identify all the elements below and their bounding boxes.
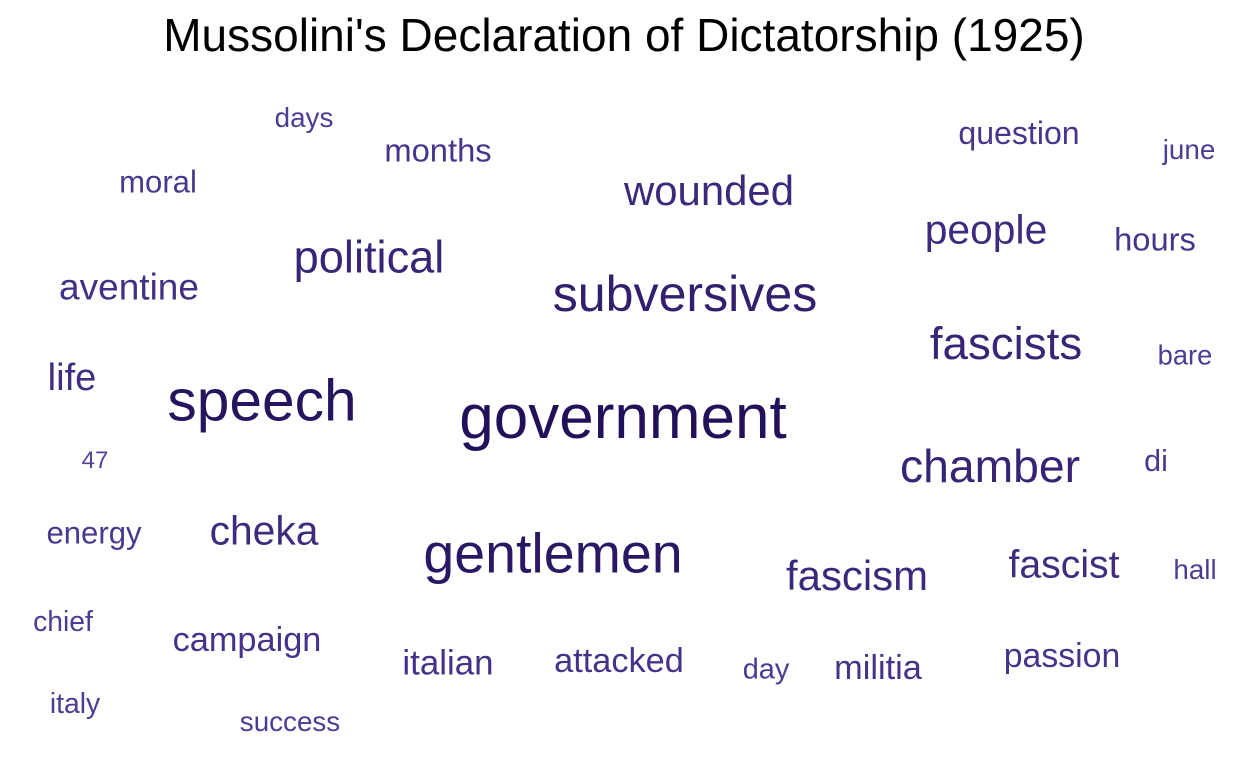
word-people: people — [924, 206, 1048, 253]
word-hall: hall — [1173, 554, 1217, 586]
word-gentlemen: gentlemen — [423, 522, 683, 585]
word-fascism: fascism — [786, 552, 928, 600]
word-italy: italy — [49, 686, 101, 719]
word-june: june — [1162, 134, 1216, 166]
word-political: political — [293, 231, 445, 283]
word-subversives: subversives — [552, 265, 818, 322]
word-life: life — [47, 356, 97, 399]
word-days: days — [274, 102, 334, 134]
word-italian: italian — [402, 643, 494, 683]
word-moral: moral — [119, 164, 197, 200]
word-energy: energy — [46, 515, 142, 551]
word-question: question — [958, 114, 1080, 151]
word-di: di — [1144, 443, 1168, 478]
word-success: success — [239, 706, 341, 738]
word-cheka: cheka — [209, 507, 319, 554]
word-hours: hours — [1114, 220, 1196, 258]
word-fascist: fascist — [1008, 543, 1120, 587]
word-bare: bare — [1157, 339, 1213, 371]
word-attacked: attacked — [554, 641, 684, 680]
word-passion: passion — [1003, 637, 1121, 676]
word-chief: chief — [33, 604, 93, 637]
word-aventine: aventine — [59, 266, 199, 308]
chart-title: Mussolini's Declaration of Dictatorship … — [163, 9, 1085, 61]
word-47: 47 — [81, 447, 109, 474]
word-campaign: campaign — [172, 620, 322, 659]
word-government: government — [459, 383, 787, 452]
word-months: months — [384, 131, 492, 169]
word-wounded: wounded — [623, 167, 795, 215]
word-day: day — [742, 653, 790, 686]
word-militia: militia — [834, 648, 922, 687]
word-fascists: fascists — [929, 318, 1083, 370]
word-speech: speech — [167, 368, 357, 434]
word-chamber: chamber — [899, 439, 1081, 492]
